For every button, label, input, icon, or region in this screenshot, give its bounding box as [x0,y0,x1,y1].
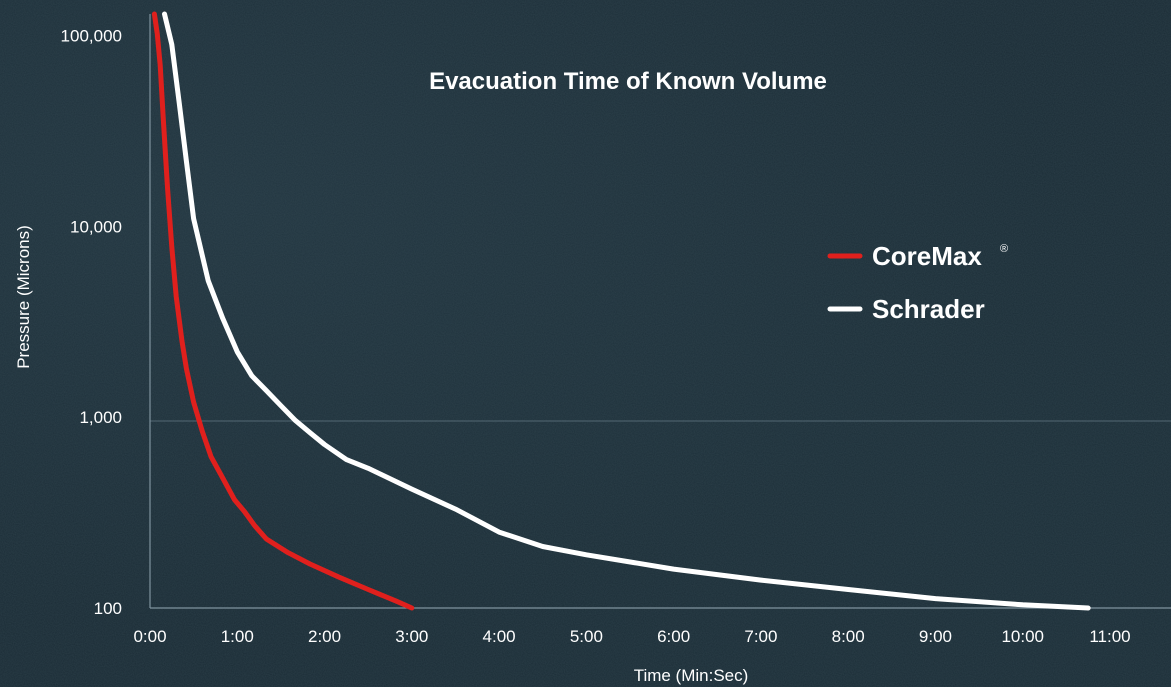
y-tick-label: 100,000 [61,27,122,46]
legend-registered-mark: ® [1000,243,1008,255]
y-tick-label: 100 [94,599,122,618]
x-axis-label: Time (Min:Sec) [634,666,749,685]
legend-label-coremax: CoreMax [872,241,982,271]
x-tick-label: 1:00 [221,627,254,646]
x-tick-label: 9:00 [919,627,952,646]
x-tick-label: 11:00 [1089,627,1130,646]
x-tick-labels: 0:00 1:00 2:00 3:00 4:00 5:00 6:00 7:00 8:00 9:00… [133,627,1130,646]
x-tick-label: 8:00 [832,627,865,646]
y-tick-label: 1,000 [79,408,122,427]
x-tick-label: 5:00 [570,627,603,646]
y-axis-label: Pressure (Microns) [14,225,33,369]
x-tick-label: 6:00 [657,627,690,646]
x-tick-label: 10:00 [1001,627,1044,646]
y-tick-labels: 100 1,000 10,000 100,000 [61,27,122,618]
x-tick-label: 3:00 [395,627,428,646]
x-tick-label: 7:00 [744,627,777,646]
legend: CoreMax ® Schrader [827,241,1008,324]
x-tick-label: 4:00 [483,627,516,646]
x-tick-label: 0:00 [133,627,166,646]
legend-label-schrader: Schrader [872,294,985,324]
chart-title: Evacuation Time of Known Volume [429,68,827,95]
y-tick-label: 10,000 [70,217,122,236]
series-line-schrader [162,11,1091,611]
series-lines [151,11,1091,611]
x-tick-label: 2:00 [308,627,341,646]
series-line-coremax [151,11,415,611]
